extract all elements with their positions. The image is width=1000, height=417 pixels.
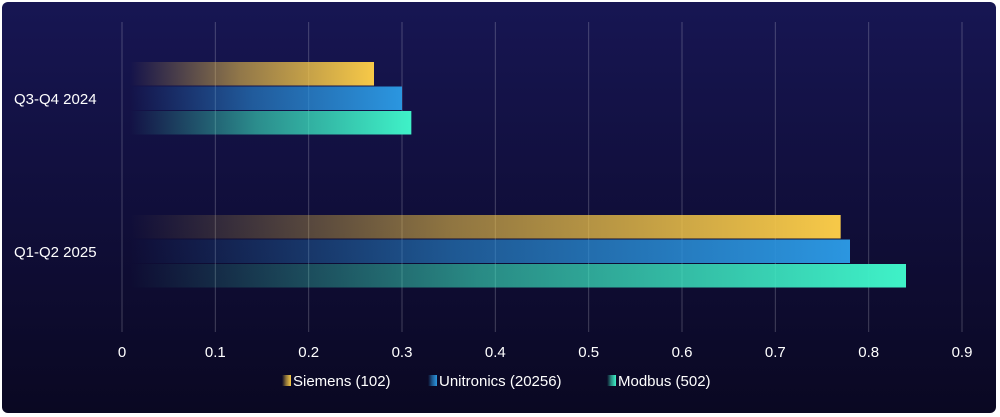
bar-2-1[interactable] bbox=[130, 86, 402, 111]
legend-swatch bbox=[428, 375, 437, 386]
x-tick-label: 0.4 bbox=[485, 344, 506, 361]
x-tick-label: 0 bbox=[118, 344, 126, 361]
x-tick-label: 0.7 bbox=[765, 344, 786, 361]
legend-swatch bbox=[282, 375, 291, 386]
legend-swatch bbox=[607, 375, 616, 386]
legend-label: Siemens (102) bbox=[293, 373, 391, 390]
legend-label: Unitronics (20256) bbox=[439, 373, 562, 390]
bar-3-2[interactable] bbox=[130, 264, 906, 288]
legend-label: Modbus (502) bbox=[618, 373, 711, 390]
x-tick-label: 0.3 bbox=[392, 344, 413, 361]
bar-2-2[interactable] bbox=[130, 239, 850, 264]
legend-item[interactable]: Unitronics (20256) bbox=[428, 373, 562, 390]
bar-3-1[interactable] bbox=[130, 111, 412, 135]
x-tick-label: 0.1 bbox=[205, 344, 226, 361]
x-tick-label: 0.2 bbox=[298, 344, 319, 361]
x-tick-label: 0.9 bbox=[952, 344, 973, 361]
x-tick-label: 0.5 bbox=[578, 344, 599, 361]
bar-1-2[interactable] bbox=[130, 215, 841, 239]
x-tick-label: 0.6 bbox=[672, 344, 693, 361]
chart-frame: 0 0.1 0.2 0.3 0.4 0.5 0.6 0.7 0.8 0.9 Q3-Q4 2024 Q… bbox=[2, 2, 996, 413]
bar-chart: 0 0.1 0.2 0.3 0.4 0.5 0.6 0.7 0.8 0.9 Q3-Q4 2024 Q… bbox=[14, 22, 973, 390]
category-label: Q1-Q2 2025 bbox=[14, 244, 97, 261]
bar-1-1[interactable] bbox=[130, 62, 374, 86]
legend-item[interactable]: Siemens (102) bbox=[282, 373, 391, 390]
legend-item[interactable]: Modbus (502) bbox=[607, 373, 711, 390]
x-tick-label: 0.8 bbox=[858, 344, 879, 361]
category-label: Q3-Q4 2024 bbox=[14, 91, 97, 108]
